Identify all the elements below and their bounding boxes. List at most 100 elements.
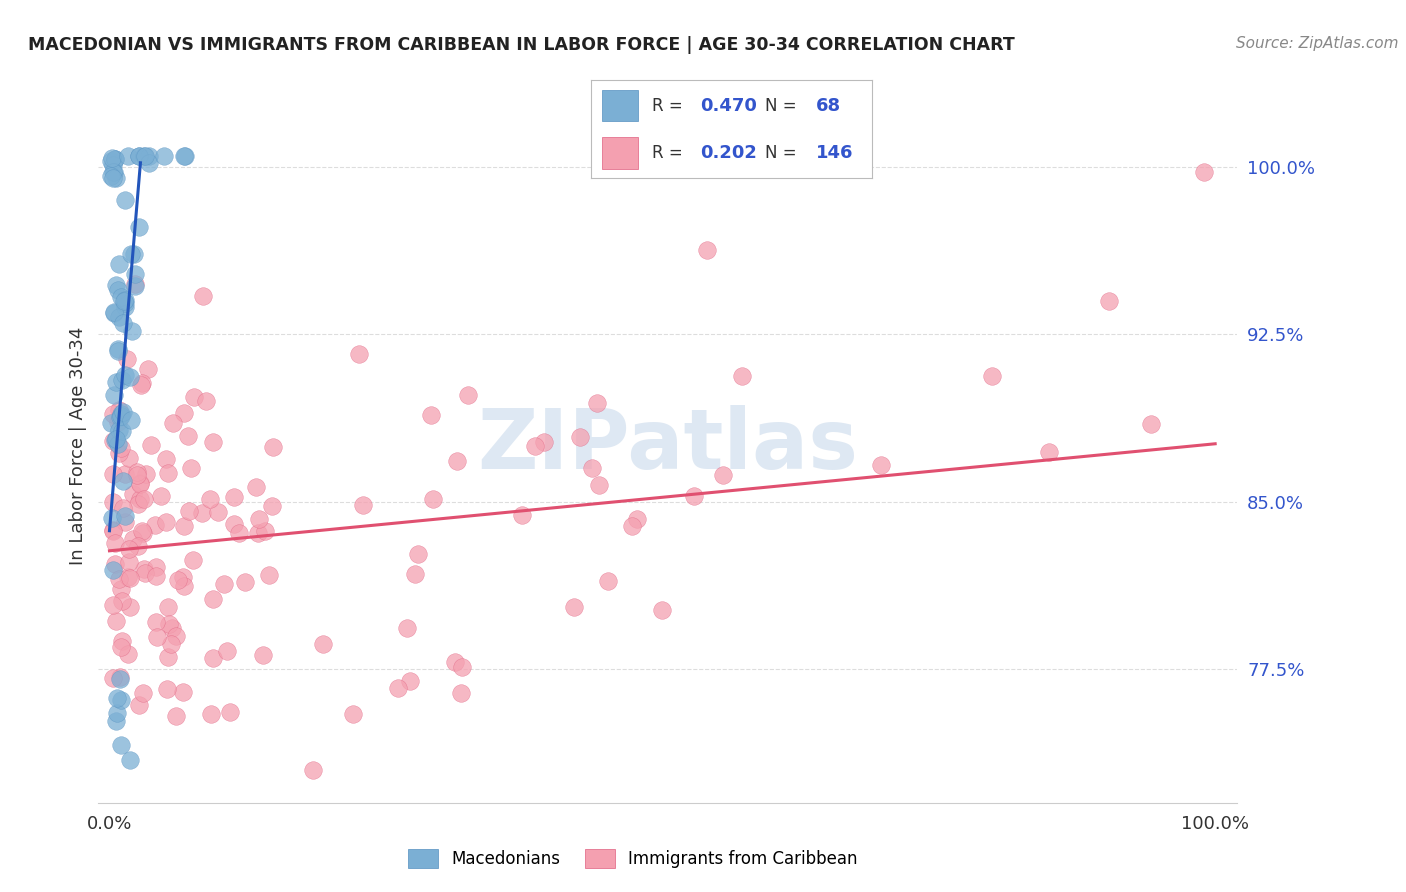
Point [172, 570, 194, 584]
Point [100, 154, 122, 169]
Point [342, 706, 364, 721]
Point [1192, 164, 1215, 178]
Point [195, 394, 218, 409]
Point [101, 671, 124, 685]
Point [312, 637, 335, 651]
Point [101, 158, 124, 172]
Point [100, 169, 122, 183]
Point [157, 617, 180, 632]
Point [110, 640, 132, 654]
Text: 0.202: 0.202 [700, 144, 756, 161]
Point [586, 396, 609, 410]
Point [104, 714, 127, 728]
Point [111, 373, 134, 387]
Point [128, 149, 150, 163]
Point [222, 490, 245, 504]
Point [111, 474, 134, 488]
Point [114, 301, 136, 315]
Point [111, 405, 134, 419]
Point [162, 416, 184, 430]
Point [105, 690, 128, 705]
Point [146, 630, 169, 644]
Point [200, 706, 222, 721]
Bar [602, 90, 638, 121]
Point [104, 535, 127, 549]
Point [134, 562, 156, 576]
Point [143, 518, 166, 533]
Point [100, 510, 122, 524]
Point [134, 149, 156, 163]
Point [121, 324, 143, 338]
Point [114, 293, 136, 307]
Point [110, 409, 132, 423]
Point [387, 681, 409, 695]
Text: ZIPatlas: ZIPatlas [478, 406, 858, 486]
Point [110, 407, 132, 421]
Point [562, 600, 585, 615]
Point [101, 495, 124, 509]
Point [131, 524, 153, 539]
Point [174, 149, 197, 163]
Point [111, 593, 134, 607]
Point [156, 600, 179, 615]
Point [177, 503, 200, 517]
Point [107, 424, 129, 438]
Point [128, 219, 150, 234]
Point [181, 553, 204, 567]
Point [110, 290, 132, 304]
Point [173, 149, 195, 163]
Point [104, 170, 127, 185]
Point [683, 489, 706, 503]
Point [252, 648, 274, 663]
Point [177, 428, 200, 442]
Point [104, 557, 127, 571]
Text: 68: 68 [815, 97, 841, 115]
Point [120, 247, 142, 261]
Point [103, 170, 125, 185]
Point [111, 501, 134, 516]
Text: R =: R = [652, 97, 689, 115]
Point [132, 491, 155, 506]
Point [103, 165, 125, 179]
Point [125, 465, 148, 479]
Text: Source: ZipAtlas.com: Source: ZipAtlas.com [1236, 36, 1399, 51]
Point [101, 598, 124, 612]
Point [138, 156, 160, 170]
Point [108, 409, 131, 424]
Point [112, 316, 135, 330]
Point [131, 376, 153, 390]
Point [446, 453, 468, 467]
Point [711, 468, 734, 483]
Point [118, 370, 141, 384]
Point [444, 655, 467, 669]
Point [136, 362, 159, 376]
Point [1038, 445, 1060, 459]
Point [120, 753, 142, 767]
Point [108, 445, 131, 459]
Point [160, 638, 183, 652]
Point [145, 559, 167, 574]
Point [302, 763, 325, 777]
Point [581, 461, 603, 475]
Point [132, 525, 155, 540]
Point [101, 434, 124, 449]
Point [202, 650, 225, 665]
Point [155, 681, 177, 696]
Point [122, 246, 145, 260]
Point [980, 369, 1002, 384]
Point [246, 526, 269, 541]
Point [253, 524, 276, 538]
Point [110, 738, 132, 752]
Text: N =: N = [765, 97, 801, 115]
Text: N =: N = [765, 144, 801, 161]
Point [117, 569, 139, 583]
Point [131, 377, 153, 392]
Point [156, 650, 179, 665]
Point [259, 568, 281, 582]
Point [135, 467, 157, 481]
Point [128, 476, 150, 491]
Point [107, 342, 129, 356]
Point [107, 343, 129, 358]
Point [111, 634, 134, 648]
Point [108, 310, 131, 324]
